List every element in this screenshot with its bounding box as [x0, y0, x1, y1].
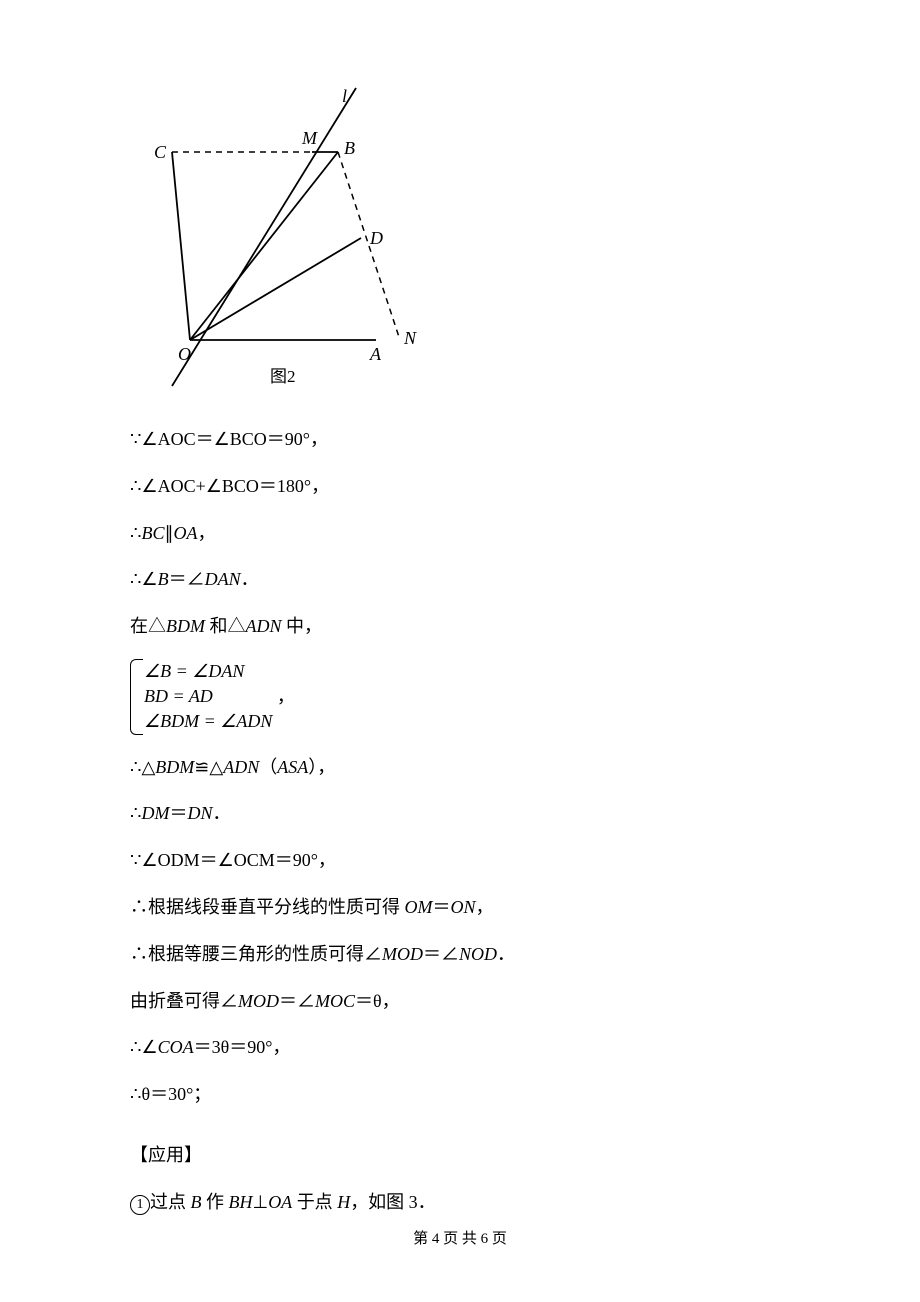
equation-system: ∠B = ∠DAN BD = AD ∠BDM = ∠ADN ， [130, 659, 810, 735]
svg-text:图2: 图2 [270, 367, 296, 386]
svg-text:A: A [369, 344, 382, 364]
proof-step: ∴∠AOC+∠BCO＝180°， [130, 472, 810, 501]
proof-step: ∴BC∥OA， [130, 519, 810, 548]
svg-text:B: B [344, 138, 355, 158]
svg-text:C: C [154, 142, 167, 162]
application-step: 1过点 B 作 BH⊥OA 于点 H，如图 3． [130, 1188, 810, 1217]
proof-step: ∴∠COA＝3θ＝90°， [130, 1033, 810, 1062]
proof-step: ∴根据线段垂直平分线的性质可得 OM＝ON， [130, 893, 810, 922]
section-title: 【应用】 [130, 1141, 810, 1170]
page-footer: 第 4 页 共 6 页 [0, 1227, 920, 1248]
proof-step: 由折叠可得∠MOD＝∠MOC＝θ， [130, 987, 810, 1016]
svg-text:M: M [301, 128, 318, 148]
step-number-icon: 1 [130, 1195, 150, 1215]
proof-step: ∵∠AOC＝∠BCO＝90°， [130, 425, 810, 454]
proof-step: ∴DM＝DN． [130, 799, 810, 828]
proof-step: ∴根据等腰三角形的性质可得∠MOD＝∠NOD． [130, 940, 810, 969]
proof-step: 在△BDM 和△ADN 中， [130, 612, 810, 641]
proof-step: ∴θ＝30°； [130, 1080, 810, 1109]
proof-step: ∵∠ODM＝∠OCM＝90°， [130, 846, 810, 875]
proof-step: ∴∠B＝∠DAN． [130, 565, 810, 594]
proof-step: ∴△BDM≌△ADN（ASA）， [130, 753, 810, 782]
svg-text:O: O [178, 344, 191, 364]
svg-text:D: D [369, 228, 383, 248]
svg-text:l: l [342, 86, 347, 106]
geometry-diagram: O A N C B M Dl 图2 [130, 80, 810, 405]
svg-text:N: N [403, 328, 417, 348]
